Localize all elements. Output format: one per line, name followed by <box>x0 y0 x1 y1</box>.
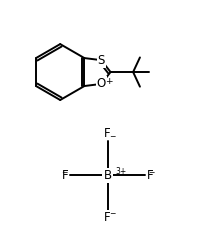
Text: F: F <box>104 127 111 140</box>
Text: S: S <box>98 54 105 67</box>
Text: 3+: 3+ <box>116 167 127 176</box>
Text: O: O <box>97 78 106 90</box>
Text: −: − <box>109 132 115 141</box>
Text: F: F <box>104 211 111 224</box>
Text: F: F <box>146 169 153 182</box>
Text: +: + <box>105 77 112 86</box>
Text: F: F <box>62 169 69 182</box>
Text: −: − <box>109 209 115 218</box>
Text: −: − <box>148 168 154 177</box>
Text: −: − <box>61 168 67 177</box>
Text: B: B <box>103 169 112 182</box>
